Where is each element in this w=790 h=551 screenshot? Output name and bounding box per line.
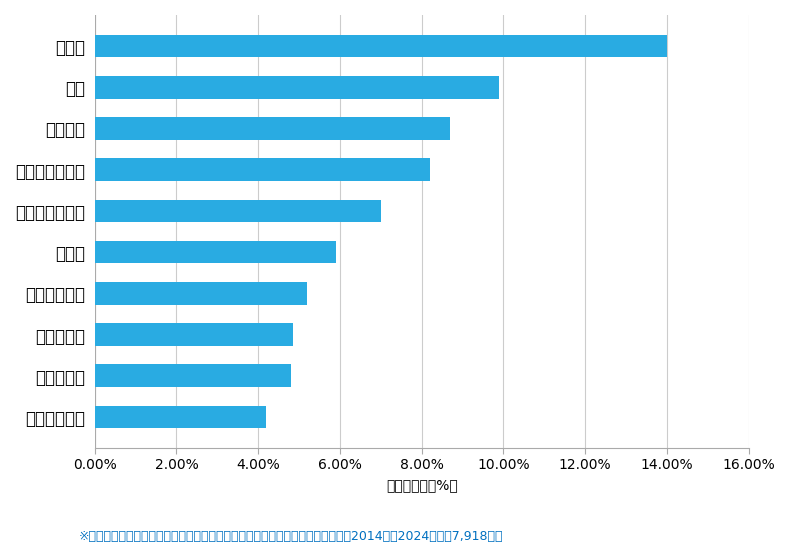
Bar [95, 323, 293, 346]
Text: ※弊社受付の案件を対象に、受付時に市区町村の回答があったものを集計（期間2014年～2024年、計7,918件）: ※弊社受付の案件を対象に、受付時に市区町村の回答があったものを集計（期間2014… [79, 530, 503, 543]
X-axis label: 件数の割合（%）: 件数の割合（%） [386, 478, 457, 492]
Bar [95, 158, 430, 181]
Bar [95, 35, 667, 57]
Bar [95, 282, 307, 305]
Bar [95, 241, 336, 263]
Bar [95, 76, 499, 99]
Bar [95, 406, 266, 428]
Bar [95, 117, 450, 140]
Bar [95, 364, 291, 387]
Bar [95, 199, 381, 222]
